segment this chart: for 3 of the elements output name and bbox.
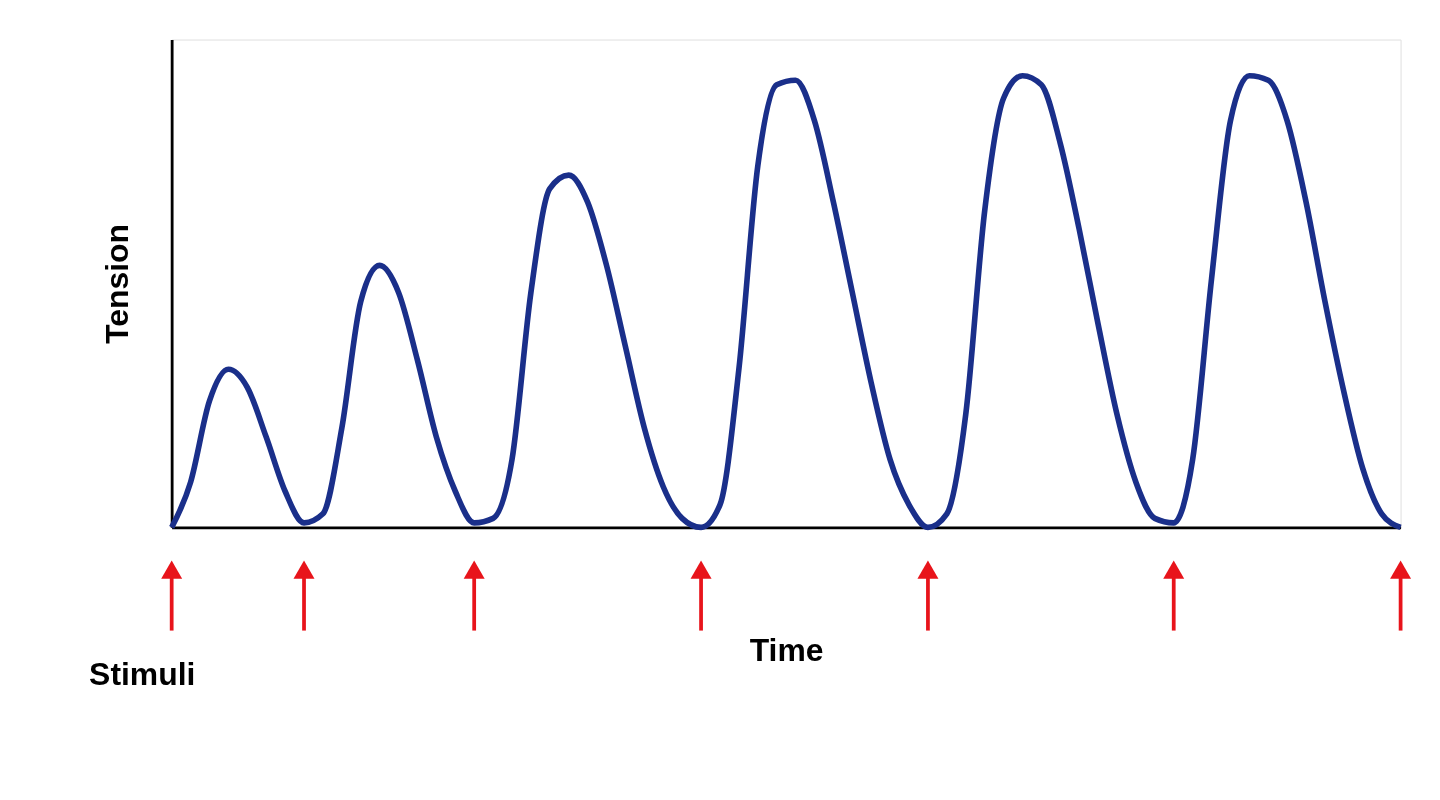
x-axis-title: Time (749, 632, 824, 669)
text: Stimuli (89, 655, 196, 692)
y-axis-title: Tension (99, 224, 136, 344)
